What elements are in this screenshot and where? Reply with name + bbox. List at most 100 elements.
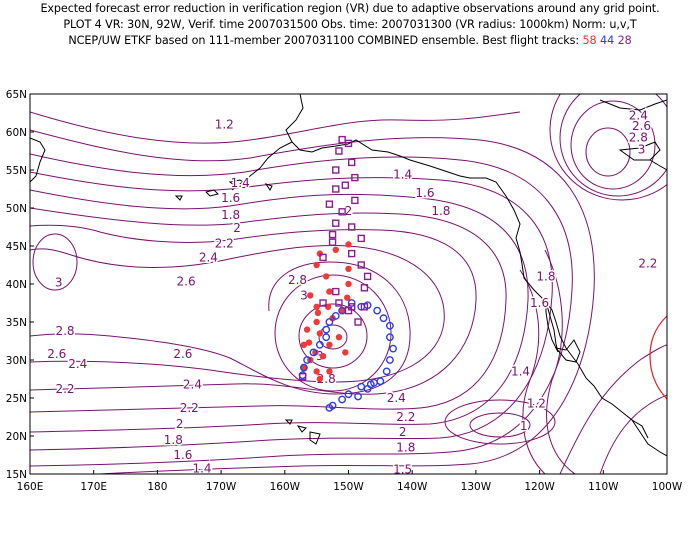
red-track-marker	[313, 261, 320, 269]
purple-track-marker	[328, 230, 337, 239]
x-tick-label: 140W	[397, 481, 428, 493]
contour-label: 2.8	[629, 130, 648, 144]
purple-track-marker	[357, 261, 365, 269]
x-tick-label: 100W	[652, 481, 683, 493]
contour-label: 2.4	[629, 108, 648, 122]
blue-track-marker	[376, 377, 385, 386]
contour-label: 1	[520, 419, 528, 433]
blue-track-marker	[354, 392, 362, 401]
contour-label: 1.2	[527, 396, 546, 410]
contour-lines	[30, 94, 667, 474]
y-tick-label: 45N	[6, 241, 27, 253]
blue-track-marker	[309, 348, 318, 357]
contour-label: 1.8	[221, 208, 240, 222]
y-tick-label: 65N	[6, 89, 27, 101]
contour-label: 2	[345, 204, 353, 218]
red-track-marker	[313, 318, 320, 326]
purple-track-marker	[347, 158, 356, 167]
contour-label: 2	[233, 221, 241, 235]
blue-track-marker	[382, 367, 391, 376]
contour-label: 1.6	[415, 186, 434, 200]
purple-track-marker	[319, 253, 327, 262]
purple-track-marker	[360, 303, 369, 311]
purple-track-marker	[360, 284, 369, 292]
contour-label: 2.6	[47, 347, 66, 361]
purple-track-marker	[325, 200, 334, 208]
purple-track-marker	[344, 139, 353, 148]
purple-track-marker	[335, 299, 343, 307]
x-tick-label: 150W	[333, 481, 364, 493]
red-track-marker	[326, 368, 333, 375]
purple-track-marker	[351, 196, 359, 205]
blue-track-marker	[389, 344, 397, 353]
red-track-marker	[316, 250, 324, 257]
x-tick-label: 170E	[80, 481, 107, 493]
contour-label: 1.8	[164, 433, 183, 447]
x-tick-label: 120W	[524, 481, 555, 493]
contour-label: 2.2	[180, 401, 199, 415]
contour-label: 1.4	[192, 462, 211, 476]
coastlines	[30, 94, 667, 457]
purple-track-marker	[354, 318, 362, 326]
contour-label: 1.5	[393, 462, 412, 476]
contour-label: 1.8	[536, 269, 555, 283]
blue-track-marker	[325, 403, 334, 412]
blue-track-marker	[298, 371, 307, 380]
contour-label: 1.8	[396, 440, 415, 454]
contour-label: 3	[55, 275, 63, 289]
red-track-marker	[303, 326, 311, 333]
purple-track-marker	[332, 185, 340, 193]
purple-track-marker	[328, 238, 337, 246]
contour-label: 2.6	[632, 119, 651, 133]
y-tick-label: 55N	[6, 165, 27, 177]
red-track-marker	[316, 330, 324, 337]
title-line-2: PLOT 4 VR: 30N, 92W, Verif. time 2007031…	[63, 18, 637, 31]
purple-track-marker	[363, 272, 372, 281]
contour-label: 2	[399, 425, 407, 439]
title-line-1: Expected forecast error reduction in ver…	[40, 2, 660, 15]
y-tick-label: 40N	[6, 279, 27, 291]
contour-label: 1.6	[173, 448, 192, 462]
contour-label: 1.6	[530, 296, 549, 310]
blue-track-marker	[331, 312, 340, 320]
blue-track-marker	[300, 363, 308, 372]
contour-label: 2.8	[288, 273, 307, 287]
title-line-3-text: NCEP/UW ETKF based on 111-member 2007031…	[68, 34, 583, 47]
blue-track-marker	[325, 318, 334, 326]
purple-track-marker	[335, 147, 343, 155]
purple-track-marker	[347, 223, 356, 231]
blue-track-marker	[370, 378, 378, 387]
contour-label: 2.2	[215, 237, 234, 251]
y-tick-label: 60N	[6, 127, 27, 139]
y-tick-label: 35N	[6, 317, 27, 329]
purple-track-marker	[357, 234, 365, 243]
x-tick-label: 160W	[270, 481, 301, 493]
x-tick-label: 180	[147, 481, 167, 493]
contour-label: 2.4	[183, 377, 202, 391]
blue-track-marker	[386, 321, 394, 330]
purple-track-marker	[298, 373, 307, 381]
contour-label: 2.8	[55, 324, 74, 338]
blue-track-marker	[373, 306, 382, 315]
red-track-marker	[300, 364, 308, 371]
red-track-marker	[335, 334, 343, 341]
contour-label: 1.4	[393, 168, 412, 182]
blue-track-marker	[344, 390, 353, 399]
x-tick-label: 110W	[588, 481, 619, 493]
red-track-marker	[326, 341, 333, 348]
contour-label: 2.2	[638, 256, 657, 270]
blue-track-marker	[338, 395, 347, 404]
red-track-marker	[326, 288, 333, 295]
y-tick-label: 30N	[6, 355, 27, 367]
red-track-marker	[305, 339, 313, 346]
contour-label: 1.8	[431, 204, 450, 218]
contour-label: 2.4	[199, 250, 218, 264]
purple-track-marker	[332, 287, 340, 296]
contour-label: 2	[176, 417, 184, 431]
purple-track-marker	[341, 181, 350, 189]
contour-label: 2.4	[387, 391, 406, 405]
contour-label: 2.6	[177, 275, 196, 289]
red-track-marker	[342, 349, 349, 356]
